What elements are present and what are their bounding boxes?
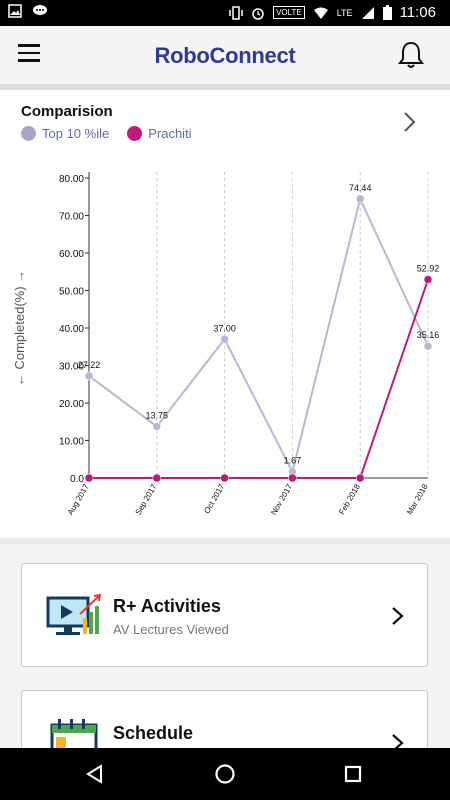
back-icon[interactable] [85, 764, 105, 784]
data-label: 52.92 [417, 264, 440, 274]
comparison-card[interactable]: Comparision Top 10 %ile Prachiti 0.0 10.0… [0, 90, 450, 538]
comparison-chart: 0.0 10.00 20.00 30.00 40.00 50.00 60.00 70.00 80… [12, 172, 440, 517]
legend-label-prachiti: Prachiti [148, 126, 192, 141]
y-tick-label: 10.00 [59, 437, 84, 448]
y-tick-label: 50.00 [59, 287, 84, 298]
x-tick-label: Feb 2018 [337, 482, 362, 516]
data-label: 13.75 [146, 410, 169, 420]
y-axis-label: ← Completed(%) → [12, 270, 27, 386]
card-title: R+ Activities [113, 596, 221, 616]
y-tick-label: 20.00 [59, 399, 84, 410]
battery-icon [382, 5, 392, 20]
divider [0, 84, 450, 90]
legend-item-prachiti: Prachiti [127, 126, 192, 141]
comparison-title: Comparision [21, 103, 113, 120]
chevron-right-icon[interactable] [391, 606, 405, 626]
card-subtitle: AV Lectures Viewed [113, 622, 229, 637]
legend-label-top10: Top 10 %ile [42, 126, 110, 141]
data-point [220, 335, 229, 344]
r-plus-activities-card[interactable]: R+ Activities AV Lectures Viewed [21, 563, 428, 667]
data-label: 35.16 [417, 330, 440, 340]
legend-item-top10: Top 10 %ile [21, 126, 109, 141]
data-point [84, 371, 94, 381]
x-tick-label: Aug 2017 [66, 482, 91, 517]
x-tick-label: Mar 2018 [405, 482, 430, 516]
x-tick-label: Nov 2017 [269, 482, 294, 517]
data-point [288, 473, 297, 483]
legend-dot-top10 [21, 126, 36, 141]
y-tick-label: 40.00 [59, 324, 84, 335]
chat-icon [33, 5, 47, 15]
y-tick-label: 80.00 [59, 174, 84, 185]
legend-dot-prachiti [127, 126, 143, 141]
app-bar: RoboConnect [0, 26, 450, 84]
section-divider [0, 538, 450, 544]
menu-icon[interactable] [18, 44, 40, 64]
status-time: 11:06 [399, 4, 436, 21]
data-point [355, 473, 365, 483]
y-tick-label: 70.00 [59, 212, 84, 223]
wifi-icon [313, 7, 328, 19]
image-icon [8, 4, 22, 18]
system-nav-bar [0, 748, 450, 800]
data-point [423, 275, 433, 284]
signal-icon [361, 6, 374, 19]
data-point [355, 194, 365, 204]
y-tick-label: 60.00 [59, 249, 84, 260]
x-tick-label: Oct 2017 [202, 482, 226, 515]
volte-badge: VOLTE [273, 6, 305, 19]
data-point [152, 473, 162, 483]
status-bar: VOLTE LTE 11:06 [0, 0, 450, 26]
home-icon[interactable] [214, 763, 236, 785]
video-analytics-icon [46, 594, 102, 635]
data-label: 37.00 [213, 323, 236, 333]
vibrate-icon [229, 5, 243, 20]
data-point [220, 473, 229, 483]
series-line [88, 195, 429, 475]
chevron-right-icon[interactable] [402, 110, 418, 134]
alarm-icon [252, 7, 264, 20]
app-title: RoboConnect [154, 43, 296, 68]
data-label: 1.67 [284, 456, 302, 466]
data-label: 27.22 [78, 360, 101, 370]
data-point [423, 341, 433, 351]
series-line [89, 279, 429, 479]
y-tick-label: 30.00 [59, 362, 84, 373]
x-tick-label: Sep 2017 [134, 482, 159, 517]
chart-legend: Top 10 %ile Prachiti [21, 126, 192, 141]
data-point [152, 422, 162, 431]
y-tick-label: 0.0 [70, 474, 84, 485]
lte-label: LTE [336, 7, 353, 18]
notification-bell-icon[interactable] [396, 40, 426, 70]
recents-icon[interactable] [344, 765, 362, 783]
data-point [84, 473, 94, 483]
card-title: Schedule [113, 723, 194, 743]
data-label: 74.44 [349, 183, 372, 193]
